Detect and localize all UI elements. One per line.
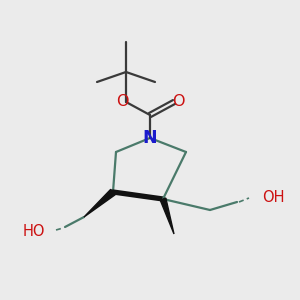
Text: O: O [116,94,128,109]
Text: O: O [172,94,184,109]
Polygon shape [160,198,174,234]
Polygon shape [84,189,115,217]
Text: OH: OH [262,190,284,206]
Text: HO: HO [22,224,45,239]
Text: N: N [143,129,157,147]
